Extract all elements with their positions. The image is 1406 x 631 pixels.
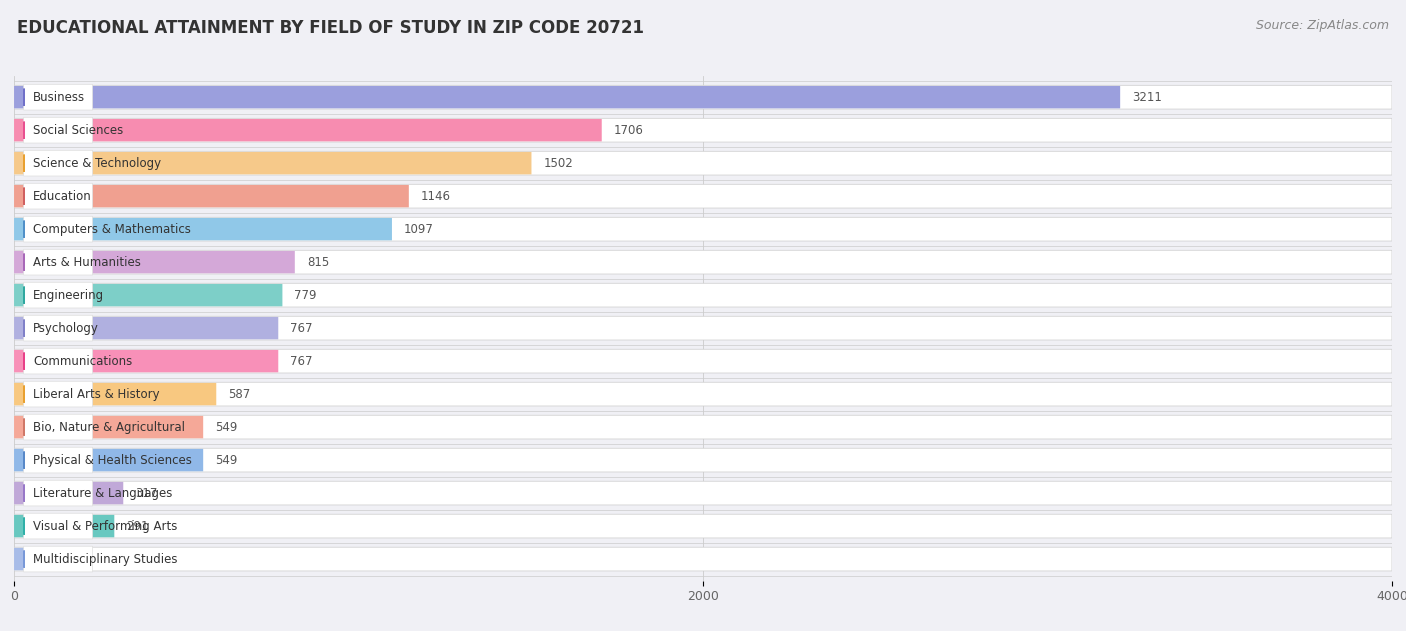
Text: Education: Education: [34, 190, 93, 203]
FancyBboxPatch shape: [14, 316, 1392, 340]
Text: 767: 767: [290, 355, 312, 368]
Text: Multidisciplinary Studies: Multidisciplinary Studies: [34, 553, 177, 565]
Text: Liberal Arts & History: Liberal Arts & History: [34, 387, 160, 401]
FancyBboxPatch shape: [14, 481, 1392, 505]
Text: Communications: Communications: [34, 355, 132, 368]
Text: 1706: 1706: [614, 124, 644, 137]
FancyBboxPatch shape: [24, 150, 93, 176]
FancyBboxPatch shape: [24, 249, 93, 275]
FancyBboxPatch shape: [24, 381, 93, 407]
FancyBboxPatch shape: [24, 117, 93, 143]
Text: 815: 815: [307, 256, 329, 269]
FancyBboxPatch shape: [14, 86, 1121, 109]
FancyBboxPatch shape: [14, 350, 278, 372]
FancyBboxPatch shape: [14, 85, 1392, 109]
FancyBboxPatch shape: [14, 448, 1392, 472]
FancyBboxPatch shape: [14, 284, 283, 306]
Text: Psychology: Psychology: [34, 322, 100, 334]
Text: 779: 779: [294, 288, 316, 302]
FancyBboxPatch shape: [24, 546, 93, 572]
FancyBboxPatch shape: [14, 119, 602, 141]
Text: Social Sciences: Social Sciences: [34, 124, 124, 137]
FancyBboxPatch shape: [24, 447, 93, 473]
FancyBboxPatch shape: [24, 85, 93, 110]
FancyBboxPatch shape: [24, 183, 93, 209]
Text: Physical & Health Sciences: Physical & Health Sciences: [34, 454, 193, 466]
Text: Literature & Languages: Literature & Languages: [34, 487, 173, 500]
Text: Source: ZipAtlas.com: Source: ZipAtlas.com: [1256, 19, 1389, 32]
Text: 587: 587: [228, 387, 250, 401]
FancyBboxPatch shape: [14, 482, 124, 504]
Text: 767: 767: [290, 322, 312, 334]
Text: Engineering: Engineering: [34, 288, 104, 302]
FancyBboxPatch shape: [24, 282, 93, 308]
FancyBboxPatch shape: [14, 217, 1392, 241]
FancyBboxPatch shape: [14, 151, 1392, 175]
Text: 291: 291: [127, 519, 149, 533]
FancyBboxPatch shape: [14, 152, 531, 174]
FancyBboxPatch shape: [24, 316, 93, 341]
FancyBboxPatch shape: [14, 283, 1392, 307]
FancyBboxPatch shape: [14, 415, 1392, 439]
FancyBboxPatch shape: [24, 216, 93, 242]
Text: 549: 549: [215, 454, 238, 466]
FancyBboxPatch shape: [14, 349, 1392, 373]
Text: Bio, Nature & Agricultural: Bio, Nature & Agricultural: [34, 421, 186, 433]
FancyBboxPatch shape: [14, 515, 114, 538]
Text: 1097: 1097: [404, 223, 434, 235]
Text: Arts & Humanities: Arts & Humanities: [34, 256, 141, 269]
FancyBboxPatch shape: [24, 414, 93, 440]
FancyBboxPatch shape: [14, 514, 1392, 538]
Text: Business: Business: [34, 91, 86, 103]
FancyBboxPatch shape: [24, 513, 93, 539]
FancyBboxPatch shape: [14, 118, 1392, 142]
FancyBboxPatch shape: [14, 449, 204, 471]
FancyBboxPatch shape: [14, 382, 1392, 406]
FancyBboxPatch shape: [14, 416, 204, 439]
Text: 317: 317: [135, 487, 157, 500]
FancyBboxPatch shape: [14, 218, 392, 240]
FancyBboxPatch shape: [24, 480, 93, 506]
Text: 1146: 1146: [420, 190, 451, 203]
Text: 549: 549: [215, 421, 238, 433]
Text: Science & Technology: Science & Technology: [34, 156, 162, 170]
Text: Computers & Mathematics: Computers & Mathematics: [34, 223, 191, 235]
Text: 1502: 1502: [544, 156, 574, 170]
Text: EDUCATIONAL ATTAINMENT BY FIELD OF STUDY IN ZIP CODE 20721: EDUCATIONAL ATTAINMENT BY FIELD OF STUDY…: [17, 19, 644, 37]
Text: 3211: 3211: [1132, 91, 1163, 103]
FancyBboxPatch shape: [14, 548, 55, 570]
FancyBboxPatch shape: [14, 185, 409, 208]
FancyBboxPatch shape: [14, 251, 1392, 274]
FancyBboxPatch shape: [14, 547, 1392, 571]
Text: 119: 119: [67, 553, 90, 565]
Text: Visual & Performing Arts: Visual & Performing Arts: [34, 519, 177, 533]
FancyBboxPatch shape: [14, 317, 278, 339]
FancyBboxPatch shape: [14, 184, 1392, 208]
FancyBboxPatch shape: [14, 251, 295, 273]
FancyBboxPatch shape: [14, 383, 217, 405]
FancyBboxPatch shape: [24, 348, 93, 374]
